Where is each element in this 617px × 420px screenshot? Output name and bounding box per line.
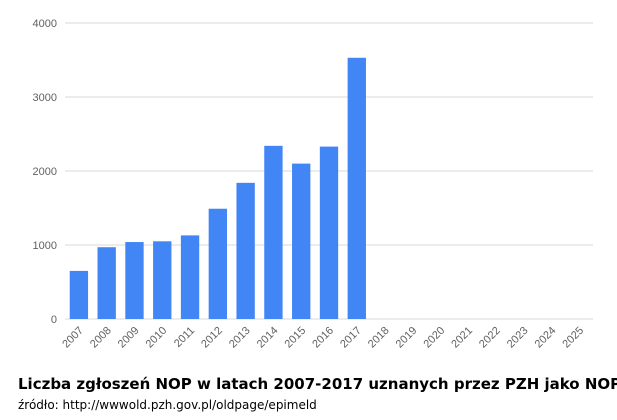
x-tick-label: 2025 [560, 325, 586, 351]
x-tick-label: 2008 [88, 325, 114, 351]
x-tick-label: 2013 [227, 325, 253, 351]
bar [236, 182, 255, 319]
bar [69, 270, 89, 319]
x-tick-label: 2018 [366, 325, 392, 351]
y-tick-label: 0 [51, 314, 57, 326]
x-tick-label: 2009 [116, 325, 142, 351]
x-tick-label: 2024 [533, 325, 559, 351]
x-tick-label: 2010 [144, 325, 170, 351]
x-tick-label: 2011 [172, 325, 197, 350]
y-tick-label: 4000 [33, 18, 57, 30]
bar [292, 163, 311, 319]
x-tick-label: 2017 [338, 325, 364, 351]
bar [347, 57, 366, 319]
x-tick-label: 2019 [394, 325, 420, 351]
chart-title: Liczba zgłoszeń NOP w latach 2007-2017 u… [18, 375, 617, 393]
x-tick-label: 2015 [283, 325, 309, 351]
x-tick-label: 2016 [310, 325, 336, 351]
bar [319, 146, 339, 319]
bar [153, 241, 172, 319]
x-tick-label: 2014 [255, 325, 281, 351]
bar [97, 247, 116, 319]
x-tick-label: 2007 [60, 325, 86, 351]
chart-subtitle: źródło: http://wwwold.pzh.gov.pl/oldpage… [18, 398, 317, 412]
x-tick-label: 2012 [199, 325, 225, 351]
x-tick-label: 2023 [505, 325, 531, 351]
y-tick-label: 2000 [33, 166, 57, 178]
bar [125, 242, 144, 319]
x-tick-label: 2022 [477, 325, 503, 351]
y-tick-label: 1000 [33, 240, 57, 252]
bar [208, 208, 228, 319]
x-tick-label: 2020 [421, 325, 447, 351]
x-tick-label: 2021 [449, 325, 475, 351]
bar [180, 235, 200, 319]
y-tick-label: 3000 [33, 92, 57, 104]
bar [264, 145, 283, 319]
